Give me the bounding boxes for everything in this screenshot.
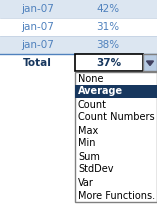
Text: 42%: 42%: [96, 4, 120, 14]
Text: StdDev: StdDev: [78, 165, 114, 174]
Bar: [75, 85, 157, 98]
Bar: [75, 72, 157, 202]
Bar: [0, 36, 157, 54]
Text: 37%: 37%: [96, 58, 122, 68]
Text: More Functions.: More Functions.: [78, 191, 155, 201]
Text: 38%: 38%: [96, 40, 120, 50]
Polygon shape: [146, 61, 154, 65]
Text: 31%: 31%: [96, 22, 120, 32]
Text: Var: Var: [78, 177, 94, 187]
Text: Count Numbers: Count Numbers: [78, 112, 155, 123]
Bar: [143, 54, 157, 72]
Text: Average: Average: [78, 87, 123, 97]
Bar: [0, 18, 157, 36]
Bar: [75, 54, 143, 72]
Text: jan-07: jan-07: [21, 40, 54, 50]
Text: jan-07: jan-07: [21, 4, 54, 14]
Text: Total: Total: [23, 58, 52, 68]
Text: Max: Max: [78, 126, 98, 136]
Bar: [0, 0, 157, 18]
Text: Count: Count: [78, 99, 107, 109]
Text: Sum: Sum: [78, 152, 100, 162]
Text: Min: Min: [78, 138, 95, 148]
Bar: [0, 54, 157, 72]
Text: None: None: [78, 73, 103, 83]
Text: jan-07: jan-07: [21, 22, 54, 32]
